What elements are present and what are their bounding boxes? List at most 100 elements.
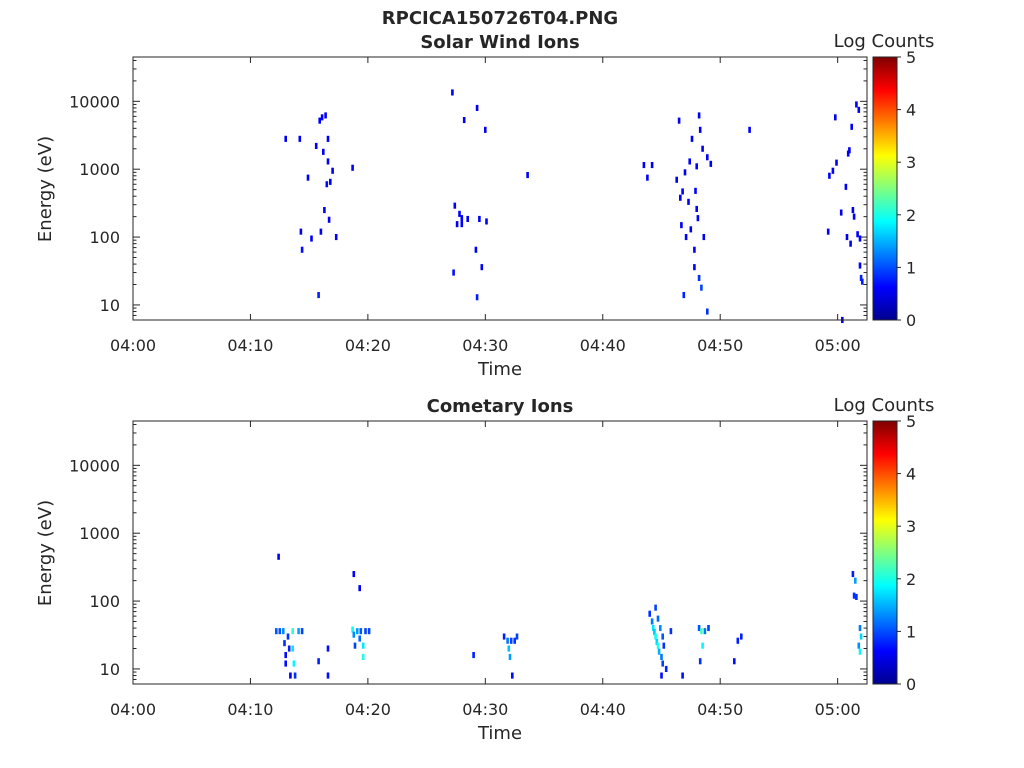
heatmap-cell [361,642,365,649]
heatmap-cell [656,615,660,622]
heatmap-cell [661,660,664,667]
y-tick-label: 10 [100,660,120,679]
heatmap-cell [526,172,529,179]
heatmap-cell [364,628,367,635]
heatmap-cell [451,89,454,96]
heatmap-cell [684,234,688,241]
heatmap-cell [460,215,464,222]
heatmap-cell [852,213,856,220]
heatmap-cell [319,228,323,235]
heatmap-cell [655,638,659,645]
y-tick-label: 1000 [79,524,120,543]
heatmap-cell [661,633,664,640]
x-tick-label: 04:50 [697,700,743,719]
heatmap-cell [707,625,710,632]
heatmap-cell [277,553,280,560]
heatmap-cell [736,637,740,644]
heatmap-cell [681,672,684,679]
plot-area-frame [132,56,868,321]
heatmap-cell [657,648,661,655]
heatmap-cell [855,101,858,108]
x-tick-label: 04:10 [227,336,273,355]
heatmap-cell [850,123,853,130]
heatmap-cell [828,172,831,179]
heatmap-cell [317,658,320,665]
heatmap-cell [506,637,509,644]
heatmap-cell [858,648,862,655]
heatmap-cell [283,640,286,647]
heatmap-cell [326,672,330,679]
colorbar-ticks: 0 1 2 3 4 5 [897,48,916,330]
heatmap-cell [740,633,743,640]
heatmap-cell [648,610,651,617]
heatmap-cell [680,222,683,229]
heatmap-cell [654,633,657,640]
heatmap-cell [452,269,455,276]
heatmap-cell [703,628,707,635]
heatmap-cell [679,194,682,201]
heatmap-cell [351,164,354,171]
heatmap-cell [662,642,666,649]
heatmap-cell [706,308,709,315]
heatmap-cell [293,672,297,679]
x-axis-label: Time [477,723,522,744]
heatmap-cell [317,292,320,299]
heatmap-cell [660,653,663,660]
heatmap-cell [359,628,363,635]
heatmap-cell [858,262,862,269]
y-tick-label: 10 [100,296,120,315]
colorbar-tick-label: 4 [906,465,916,484]
heatmap-cell [508,653,512,660]
heatmap-cell [856,231,859,238]
heatmap-cell [310,235,313,242]
x-tick-label: 04:00 [110,700,156,719]
panel-title: Solar Wind Ions [420,32,579,53]
figure-title: RPCICA150726T04.PNG [382,8,618,29]
heatmap-cell [466,215,469,222]
x-axis-label: Time [477,359,522,380]
heatmap-cell [306,174,310,181]
panel-title: Cometary Ions [427,396,574,417]
y-tick-label: 100 [89,228,120,247]
heatmap-cell [478,215,481,222]
axis-ticks: 04:00 04:10 04:20 04:30 04:40 04:50 05:00 10 100… [69,421,867,719]
heatmap-cell [695,163,698,170]
heatmap-cells [284,89,864,323]
heatmap-cell [513,637,516,644]
colorbar-tick-label: 3 [906,517,916,536]
heatmap-cell [653,629,656,636]
colorbar-tick-label: 5 [906,48,916,67]
heatmap-cell [314,142,318,149]
heatmap-cell [654,604,657,611]
heatmap-cell [286,633,290,640]
heatmap-cell [289,672,292,679]
heatmap-cell [706,154,709,161]
heatmap-cell [298,135,302,142]
heatmap-cell [326,158,330,165]
heatmap-cell [683,169,687,176]
heatmap-cell [851,571,855,578]
heatmap-cell [455,221,459,228]
heatmap-cell [689,226,693,233]
heatmap-cell [275,628,278,635]
colorbar-tick-label: 0 [906,311,916,330]
heatmap-cell [462,117,466,124]
heatmap-cell [327,216,331,223]
heatmap-cell [284,135,287,142]
colorbar-tick-label: 1 [906,258,916,277]
heatmap-cell [484,126,487,133]
heatmap-cell [324,112,327,119]
heatmap-cell [852,592,856,599]
heatmap-cell [849,240,852,247]
heatmap-cell [284,660,287,667]
heatmap-cell [284,652,287,659]
heatmap-cell [475,104,479,111]
colorbar-label: Log Counts [834,395,935,416]
heatmap-cell [278,628,282,635]
heatmap-cell [507,645,511,652]
heatmap-cell [652,625,655,632]
y-tick-label: 10000 [69,92,120,111]
colorbar [872,56,898,321]
heatmap-cell [748,126,751,133]
heatmap-cell [859,633,863,640]
